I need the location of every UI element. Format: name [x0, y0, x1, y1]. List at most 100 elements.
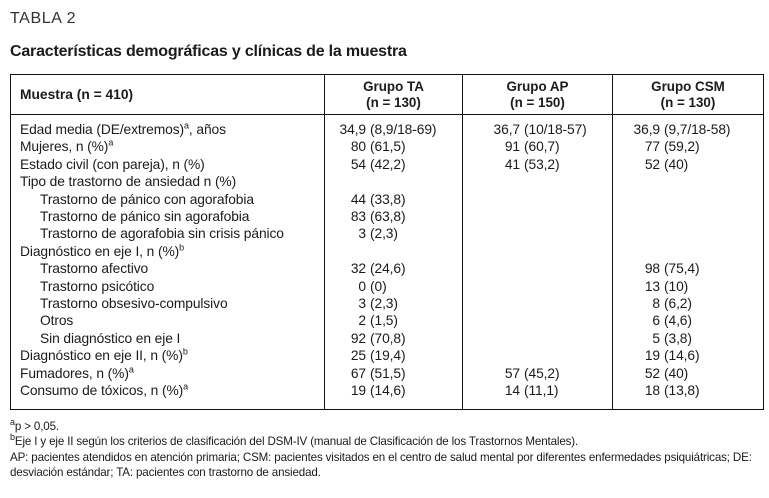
- value-cell: 83 (63,8): [324, 208, 463, 226]
- value-count: 41: [504, 156, 520, 172]
- value-count: 92: [350, 330, 366, 346]
- table-row: Sin diagnóstico en eje I 92 (70,8) 5 (3,8): [11, 329, 764, 348]
- value-percent: (14,6): [664, 348, 700, 364]
- value-count: 19: [350, 383, 366, 399]
- value-percent: (9,7/18-58): [664, 122, 731, 137]
- footnote-marker: b: [179, 242, 185, 253]
- header-grupo-ta: Grupo TA (n = 130): [324, 74, 463, 115]
- value-cell: 2 (1,5): [324, 312, 463, 330]
- row-label: Otros: [40, 313, 74, 329]
- group-name: Grupo TA: [363, 78, 424, 94]
- group-name: Grupo AP: [506, 78, 569, 94]
- table-number-label: TABLA 2: [10, 10, 77, 27]
- value-cell: [462, 329, 613, 348]
- value-percent: (40): [664, 365, 689, 381]
- value-cell: [462, 347, 613, 365]
- value-cell: 13 (10): [612, 277, 764, 296]
- value-percent: (11,1): [524, 383, 559, 399]
- value-cell: 91 (60,7): [462, 138, 613, 156]
- value-cell: 8 (6,2): [612, 295, 764, 313]
- table-row: Trastorno de pánico sin agorafobia 83 (63,…: [11, 208, 764, 226]
- row-label: Sin diagnóstico en eje I: [40, 330, 181, 346]
- value-percent: (40): [664, 156, 689, 172]
- row-label: Edad media (DE/extremos)a, años: [20, 120, 226, 137]
- value-cell: [612, 173, 764, 191]
- value-cell: 52 (40): [612, 364, 764, 383]
- table-row: Trastorno psicótico 0 (0) 13 (10): [11, 277, 764, 296]
- table-row: Consumo de tóxicos, n (%)a 19 (14,6) 14 (11,…: [11, 382, 764, 409]
- value-cell: 3 (2,3): [324, 295, 463, 313]
- value-cell: [462, 173, 613, 191]
- value-count: 25: [350, 348, 366, 364]
- value-percent: (4,6): [664, 313, 692, 329]
- value-cell: 44 (33,8): [324, 190, 463, 209]
- value-count: 6: [652, 313, 660, 329]
- value-count: 57: [504, 365, 520, 381]
- row-label: Trastorno obsesivo-compulsivo: [40, 296, 228, 312]
- value-cell: [462, 190, 613, 209]
- value-cell: 32 (24,6): [324, 260, 463, 278]
- footnote-line: ap > 0,05.: [10, 416, 59, 433]
- value-cell: 36,9 (9,7/18-58): [612, 114, 764, 139]
- value-count: 52: [644, 156, 660, 172]
- table-row: Tipo de trastorno de ansiedad n (%): [11, 173, 764, 191]
- row-label: Consumo de tóxicos, n (%)a: [20, 381, 189, 399]
- value-count: 77: [644, 139, 660, 155]
- value-count: 3: [358, 226, 366, 242]
- value-percent: (24,6): [370, 261, 406, 277]
- value-cell: 80 (61,5): [324, 138, 463, 156]
- value-count: 8: [652, 296, 660, 312]
- value-percent: (45,2): [524, 365, 560, 381]
- row-label: Diagnóstico en eje I, n (%)b: [20, 242, 185, 259]
- footnote-marker: a: [10, 416, 15, 427]
- value-percent: (33,8): [370, 191, 406, 207]
- group-n: (n = 150): [510, 94, 565, 110]
- header-muestra: Muestra (n = 410): [10, 74, 325, 115]
- footnote-marker: b: [10, 432, 15, 443]
- table-row: Diagnóstico en eje II, n (%)b 25 (19,4) 19(…: [11, 346, 764, 365]
- table-row: Trastorno obsesivo-compulsivo 3 (2,3) 8 (6,2…: [11, 295, 764, 313]
- value-percent: (70,8): [370, 330, 406, 346]
- value-cell: [612, 208, 764, 226]
- value-percent: (2,3): [370, 296, 398, 312]
- value-count: 44: [350, 191, 366, 207]
- value-percent: (10): [664, 278, 689, 294]
- value-cell: 19 (14,6): [324, 382, 463, 409]
- group-n: (n = 130): [366, 94, 421, 110]
- value-count: 14: [504, 383, 520, 399]
- value-percent: (53,2): [524, 156, 560, 172]
- group-name: Grupo CSM: [651, 78, 725, 94]
- value-cell: [462, 312, 613, 330]
- value-percent: (42,2): [370, 156, 406, 172]
- value-cell: [462, 295, 613, 313]
- value-cell: [462, 260, 613, 278]
- value-cell: [324, 173, 463, 191]
- row-label: Mujeres, n (%)a: [20, 137, 114, 155]
- value-cell: 57 (45,2): [462, 364, 613, 383]
- row-label: Trastorno psicótico: [40, 278, 155, 294]
- footnote-marker: a: [183, 381, 189, 392]
- value-cell: 25 (19,4): [324, 347, 463, 365]
- value-percent: (59,2): [664, 139, 700, 155]
- value-count: 34,9: [339, 122, 367, 137]
- table-row: Trastorno de pánico con agorafobia 44 (33,…: [11, 190, 764, 209]
- header-row: Muestra (n = 410) Grupo TA (n = 130) Gru…: [10, 74, 764, 115]
- value-cell: [462, 225, 613, 243]
- demographics-table: Muestra (n = 410) Grupo TA (n = 130) Gru…: [10, 74, 764, 410]
- value-count: 54: [350, 156, 366, 172]
- value-cell: 5 (3,8): [612, 329, 764, 348]
- value-count: 98: [644, 261, 660, 277]
- value-count: 5: [652, 330, 660, 346]
- table-row: Edad media (DE/extremos)a, años 34,9 (8,9/…: [11, 114, 764, 139]
- table-row: Estado civil (con pareja), n (%) 54 (42,2)…: [11, 155, 764, 174]
- value-cell: [462, 242, 613, 261]
- value-cell: 18 (13,8): [612, 382, 764, 409]
- value-cell: [612, 190, 764, 209]
- value-cell: 98 (75,4): [612, 260, 764, 278]
- value-percent: (63,8): [370, 209, 406, 225]
- value-count: 80: [350, 139, 366, 155]
- value-count: 19: [644, 348, 660, 364]
- row-label: Diagnóstico en eje II, n (%)b: [20, 346, 188, 364]
- header-grupo-ap: Grupo AP (n = 150): [462, 74, 613, 115]
- value-percent: (6,2): [664, 296, 692, 312]
